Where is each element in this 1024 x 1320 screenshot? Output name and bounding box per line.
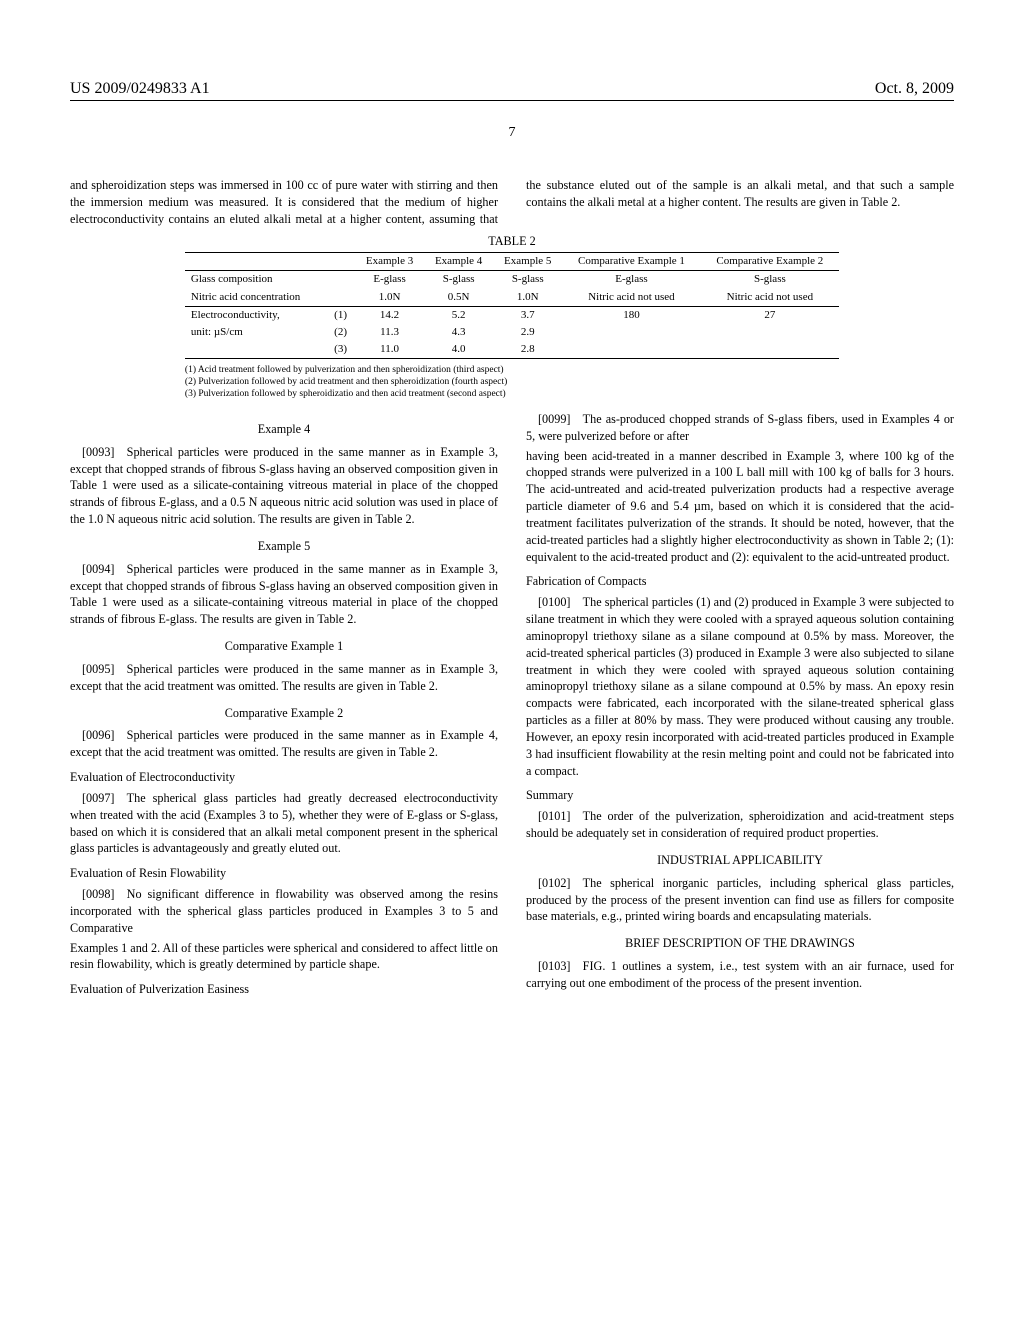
td: 14.2 (355, 306, 424, 324)
td: (1) (326, 306, 355, 324)
table-2: Example 3 Example 4 Example 5 Comparativ… (185, 252, 839, 359)
para-0101: [0101] The order of the pulverization, s… (526, 808, 954, 842)
td (185, 341, 326, 359)
th (185, 253, 326, 271)
para-0097: [0097] The spherical glass particles had… (70, 790, 498, 857)
td (701, 341, 839, 359)
td: S-glass (424, 271, 493, 289)
td: 11.3 (355, 324, 424, 341)
para-0100: [0100] The spherical particles (1) and (… (526, 594, 954, 779)
para-continuation-col1: and spheroidization steps was immersed i… (70, 177, 954, 227)
fabrication-heading: Fabrication of Compacts (526, 573, 954, 590)
td: 11.0 (355, 341, 424, 359)
th (326, 253, 355, 271)
para-0095: [0095] Spherical particles were produced… (70, 661, 498, 695)
td (326, 271, 355, 289)
th: Comparative Example 2 (701, 253, 839, 271)
th: Example 5 (493, 253, 562, 271)
td: (2) (326, 324, 355, 341)
patent-page: US 2009/0249833 A1 Oct. 8, 2009 7 and sp… (0, 0, 1024, 1320)
th: Comparative Example 1 (562, 253, 700, 271)
td: 1.0N (493, 289, 562, 307)
para-0098: [0098] No significant difference in flow… (70, 886, 498, 936)
para-0103: [0103] FIG. 1 outlines a system, i.e., t… (526, 958, 954, 992)
td (701, 324, 839, 341)
td: Nitric acid not used (562, 289, 700, 307)
td: 3.7 (493, 306, 562, 324)
td: 2.8 (493, 341, 562, 359)
para-0102: [0102] The spherical inorganic particles… (526, 875, 954, 925)
td: S-glass (493, 271, 562, 289)
td: 5.2 (424, 306, 493, 324)
td: (3) (326, 341, 355, 359)
para-continuation-col2a: Examples 1 and 2. All of these particles… (70, 940, 498, 974)
table-title: TABLE 2 (70, 233, 954, 250)
td: 27 (701, 306, 839, 324)
summary-heading: Summary (526, 787, 954, 804)
table-footnotes: (1) Acid treatment followed by pulveriza… (185, 365, 839, 401)
td: E-glass (355, 271, 424, 289)
td: 2.9 (493, 324, 562, 341)
footnote: (3) Pulverization followed by spheroidiz… (185, 389, 839, 401)
td: 180 (562, 306, 700, 324)
body-columns: and spheroidization steps was immersed i… (70, 177, 954, 998)
td: 1.0N (355, 289, 424, 307)
example-4-title: Example 4 (70, 421, 498, 438)
publication-date: Oct. 8, 2009 (875, 80, 954, 98)
brief-description-heading: BRIEF DESCRIPTION OF THE DRAWINGS (526, 935, 954, 952)
th: Example 4 (424, 253, 493, 271)
eval-rf-heading: Evaluation of Resin Flowability (70, 865, 498, 882)
eval-ec-heading: Evaluation of Electroconductivity (70, 769, 498, 786)
para-0096: [0096] Spherical particles were produced… (70, 727, 498, 761)
td: E-glass (562, 271, 700, 289)
td: 4.3 (424, 324, 493, 341)
td: S-glass (701, 271, 839, 289)
td: 0.5N (424, 289, 493, 307)
td: 4.0 (424, 341, 493, 359)
para-0094: [0094] Spherical particles were produced… (70, 561, 498, 628)
eval-pulv-heading: Evaluation of Pulverization Easiness (70, 981, 498, 998)
td (562, 324, 700, 341)
para-0099b: having been acid-treated in a manner des… (526, 448, 954, 566)
page-header: US 2009/0249833 A1 Oct. 8, 2009 (70, 80, 954, 101)
para-0093: [0093] Spherical particles were produced… (70, 444, 498, 528)
comp-ex-1-title: Comparative Example 1 (70, 638, 498, 655)
th: Example 3 (355, 253, 424, 271)
td: Glass composition (185, 271, 326, 289)
example-5-title: Example 5 (70, 538, 498, 555)
td: Nitric acid concentration (185, 289, 326, 307)
td: Electroconductivity, (185, 306, 326, 324)
td: Nitric acid not used (701, 289, 839, 307)
footnote: (2) Pulverization followed by acid treat… (185, 377, 839, 389)
industrial-applicability-heading: INDUSTRIAL APPLICABILITY (526, 852, 954, 869)
td (562, 341, 700, 359)
td (326, 289, 355, 307)
para-0099a: [0099] The as-produced chopped strands o… (526, 411, 954, 445)
page-number: 7 (70, 125, 954, 141)
footnote: (1) Acid treatment followed by pulveriza… (185, 365, 839, 377)
table-2-block: TABLE 2 Example 3 Example 4 Example 5 Co… (70, 233, 954, 400)
td: unit: µS/cm (185, 324, 326, 341)
publication-number: US 2009/0249833 A1 (70, 80, 210, 98)
comp-ex-2-title: Comparative Example 2 (70, 705, 498, 722)
